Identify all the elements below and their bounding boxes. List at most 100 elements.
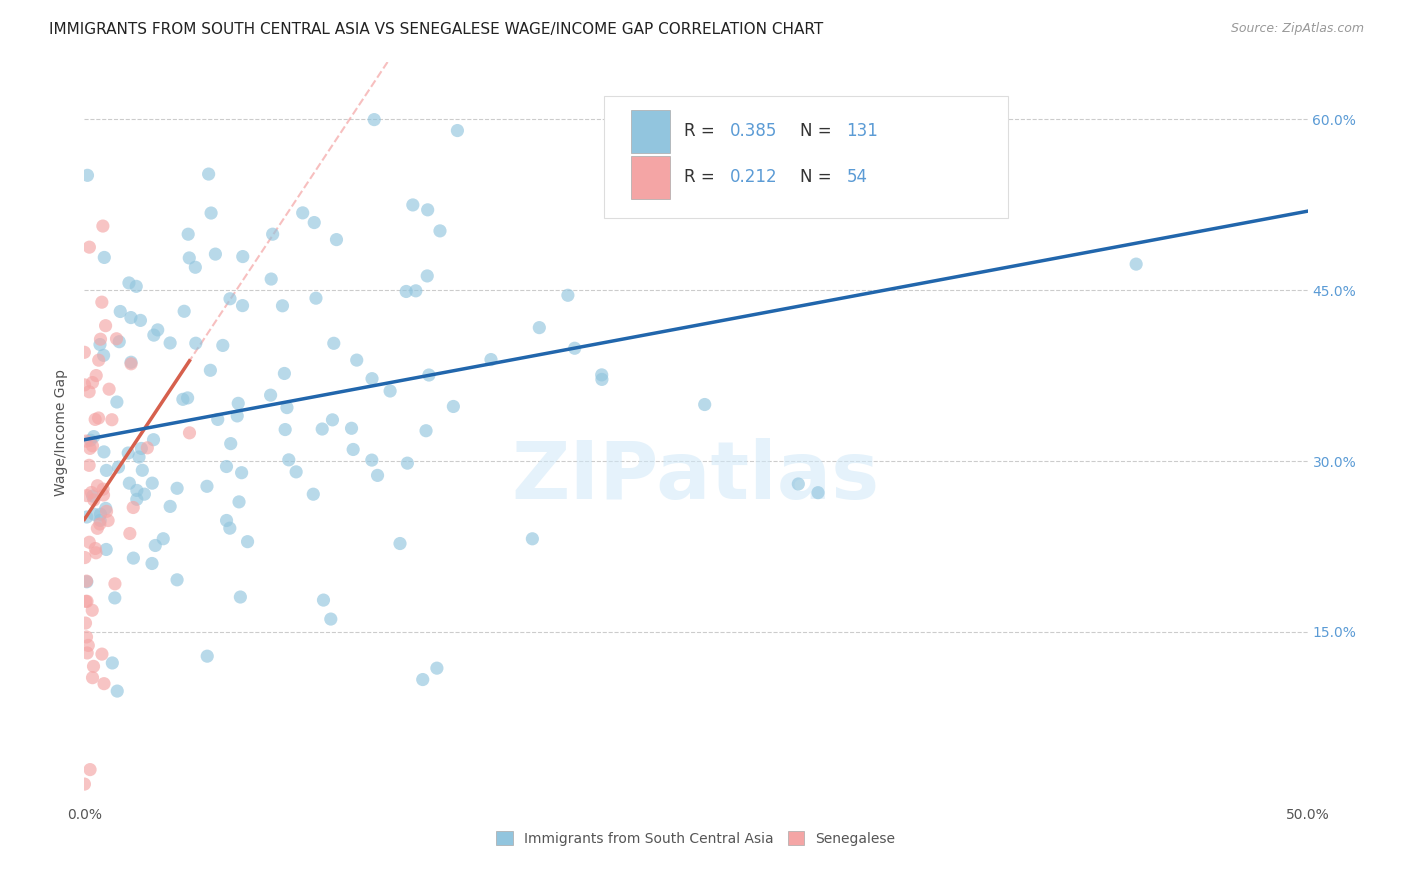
Point bbox=[104, 591, 127, 605]
Point bbox=[426, 661, 449, 675]
Point bbox=[105, 684, 128, 698]
Point bbox=[107, 460, 129, 475]
Point bbox=[621, 199, 644, 213]
Point bbox=[73, 377, 96, 392]
Point bbox=[159, 500, 181, 514]
Point bbox=[110, 304, 132, 318]
Point bbox=[446, 123, 468, 137]
Point bbox=[311, 422, 333, 436]
Point bbox=[76, 646, 98, 660]
Point bbox=[89, 337, 111, 351]
Point bbox=[83, 508, 105, 522]
Point bbox=[83, 659, 105, 673]
Point bbox=[152, 532, 174, 546]
Point bbox=[302, 487, 325, 501]
Point bbox=[120, 357, 142, 371]
Point bbox=[105, 332, 128, 346]
Point bbox=[207, 412, 229, 426]
Point bbox=[79, 535, 101, 549]
Point bbox=[131, 463, 153, 477]
Point bbox=[215, 459, 238, 474]
Point bbox=[82, 603, 104, 617]
Point bbox=[693, 397, 716, 411]
Point bbox=[89, 513, 111, 527]
Point bbox=[204, 247, 226, 261]
Point bbox=[86, 479, 108, 493]
Point bbox=[262, 227, 284, 242]
Point bbox=[122, 500, 145, 515]
Point bbox=[76, 574, 98, 588]
Point bbox=[86, 521, 108, 535]
Y-axis label: Wage/Income Gap: Wage/Income Gap bbox=[55, 369, 69, 496]
Point bbox=[129, 313, 152, 327]
Point bbox=[105, 395, 128, 409]
Point bbox=[226, 396, 249, 410]
Legend: Immigrants from South Central Asia, Senegalese: Immigrants from South Central Asia, Sene… bbox=[491, 825, 901, 851]
Point bbox=[807, 485, 830, 500]
Point bbox=[412, 673, 434, 687]
Point bbox=[134, 487, 156, 501]
Text: N =: N = bbox=[800, 122, 837, 140]
Point bbox=[77, 639, 100, 653]
Point bbox=[987, 151, 1010, 165]
Point bbox=[305, 291, 328, 305]
Point bbox=[302, 216, 325, 230]
Point bbox=[89, 332, 111, 346]
Point bbox=[229, 590, 252, 604]
Point bbox=[529, 320, 551, 334]
FancyBboxPatch shape bbox=[631, 156, 671, 199]
Point bbox=[76, 510, 98, 524]
Point bbox=[360, 453, 382, 467]
Point bbox=[96, 542, 118, 557]
Point bbox=[236, 534, 259, 549]
Point bbox=[87, 411, 110, 425]
Point bbox=[231, 466, 253, 480]
Point bbox=[94, 501, 117, 516]
Point bbox=[125, 279, 148, 293]
Point bbox=[219, 436, 242, 450]
Point bbox=[166, 573, 188, 587]
Point bbox=[177, 227, 200, 242]
Text: R =: R = bbox=[683, 122, 720, 140]
Point bbox=[76, 169, 98, 183]
Point bbox=[200, 363, 222, 377]
Point bbox=[276, 401, 298, 415]
Point bbox=[277, 453, 299, 467]
Point bbox=[118, 526, 141, 541]
Point bbox=[96, 504, 118, 518]
Point bbox=[76, 630, 98, 644]
Point bbox=[104, 577, 127, 591]
Point bbox=[94, 318, 117, 333]
Point bbox=[274, 423, 297, 437]
Point bbox=[184, 260, 207, 275]
Point bbox=[342, 442, 364, 457]
Point bbox=[80, 485, 103, 500]
Point bbox=[325, 233, 347, 247]
Point bbox=[75, 434, 97, 449]
Point bbox=[232, 250, 254, 264]
Point bbox=[260, 272, 283, 286]
Point bbox=[405, 284, 427, 298]
Text: R =: R = bbox=[683, 169, 720, 186]
Point bbox=[84, 368, 107, 383]
Point bbox=[142, 433, 165, 447]
Point bbox=[76, 489, 98, 503]
Point bbox=[93, 348, 115, 362]
Point bbox=[82, 489, 104, 503]
Point bbox=[259, 388, 281, 402]
Point bbox=[83, 429, 105, 443]
Point bbox=[97, 514, 120, 528]
Point bbox=[215, 513, 238, 527]
Point bbox=[218, 521, 240, 535]
Point bbox=[1125, 257, 1147, 271]
Point bbox=[120, 310, 142, 325]
Point bbox=[89, 507, 111, 521]
Point bbox=[312, 593, 335, 607]
Point bbox=[101, 656, 124, 670]
Point bbox=[141, 476, 163, 491]
Point bbox=[321, 413, 343, 427]
Point bbox=[136, 441, 159, 455]
Point bbox=[184, 336, 207, 351]
Point bbox=[77, 384, 100, 399]
Point bbox=[388, 536, 411, 550]
